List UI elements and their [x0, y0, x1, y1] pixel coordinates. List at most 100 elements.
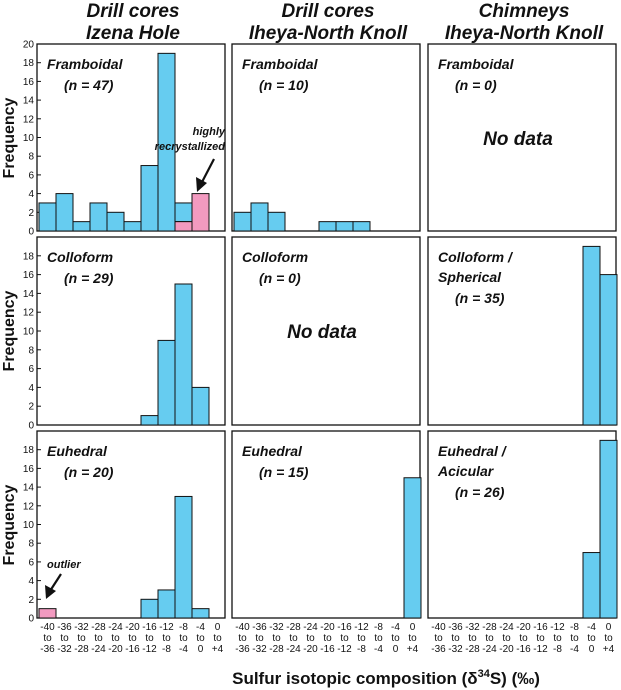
x-tick-label-iheya-core-euhedral-bin-8-line-2: -4: [374, 644, 383, 655]
x-tick-label-chimney-euhedral-bin-8-line-0: -8: [570, 622, 579, 633]
x-tick-label-iheya-core-euhedral-bin-7-line-1: to: [357, 633, 366, 644]
x-tick-label-chimney-euhedral-bin-7-line-0: -12: [550, 622, 565, 633]
x-tick-label-chimney-euhedral-bin-4-line-0: -24: [499, 622, 514, 633]
x-tick-label-izena-euhedral-bin-6-line-1: to: [145, 633, 154, 644]
x-tick-label-iheya-core-euhedral-bin-9-line-0: -4: [391, 622, 400, 633]
x-tick-label-izena-euhedral-bin-4-line-1: to: [111, 633, 120, 644]
x-tick-label-chimney-euhedral-bin-4-line-1: to: [502, 633, 511, 644]
panel-n-chimney-euhedral: (n = 26): [455, 484, 505, 500]
x-tick-label-chimney-euhedral-bin-3-line-0: -28: [482, 622, 497, 633]
x-tick-label-iheya-core-euhedral-bin-5-line-2: -16: [320, 644, 335, 655]
x-tick-label-chimney-euhedral-bin-3-line-1: to: [485, 633, 494, 644]
panel-n-chimney-colloform: (n = 35): [455, 290, 505, 306]
bar-izena-framboidal-bin-6: [140, 165, 159, 232]
x-tick-label-chimney-euhedral-bin-5-line-2: -16: [516, 644, 531, 655]
x-tick-label-izena-euhedral-bin-10-line-2: +4: [212, 644, 224, 655]
x-tick-label-izena-euhedral-bin-1-line-1: to: [60, 633, 69, 644]
x-tick-label-izena-euhedral-bin-10-line-0: 0: [215, 622, 221, 633]
panel-n-iheya-core-framboidal: (n = 10): [259, 77, 309, 93]
bar-izena-framboidal-bin-5: [123, 221, 142, 232]
y-tick-label-izena-framboidal-10: 10: [23, 133, 35, 144]
x-tick-label-iheya-core-euhedral-bin-7-line-0: -12: [354, 622, 369, 633]
bar-izena-framboidal-bin-3: [89, 202, 108, 232]
panel-label-iheya-core-colloform: Colloform: [242, 249, 308, 265]
x-tick-label-iheya-core-euhedral-bin-0-line-1: to: [238, 633, 247, 644]
bar-izena-euhedral-bin-7: [157, 589, 176, 619]
panel-frame-chimney-framboidal: [427, 43, 617, 232]
bar-izena-colloform-bin-8: [174, 283, 193, 426]
panel-n-chimney-framboidal: (n = 0): [455, 77, 497, 93]
bar-chimney-colloform-bin-9: [582, 245, 601, 426]
x-tick-label-chimney-euhedral-bin-10-line-0: 0: [606, 622, 612, 633]
y-tick-label-izena-framboidal-8: 8: [28, 152, 34, 163]
x-tick-label-iheya-core-euhedral-bin-3-line-1: to: [289, 633, 298, 644]
panel-label-izena-euhedral: Euhedral: [47, 443, 108, 459]
y-tick-label-izena-euhedral-8: 8: [28, 539, 34, 550]
bar-iheya-core-euhedral-bin-10: [403, 477, 422, 619]
panel-label-iheya-core-framboidal: Framboidal: [242, 56, 319, 72]
bar-chimney-euhedral-bin-10: [599, 439, 618, 619]
bar-izena-framboidal-bin-4: [106, 211, 125, 232]
x-tick-label-iheya-core-euhedral-bin-9-line-1: to: [391, 633, 400, 644]
x-tick-label-izena-euhedral-bin-1-line-0: -36: [57, 622, 72, 633]
x-tick-label-chimney-euhedral-bin-9-line-1: to: [587, 633, 596, 644]
x-tick-label-iheya-core-euhedral-bin-8-line-1: to: [374, 633, 383, 644]
x-tick-label-chimney-euhedral-bin-5-line-0: -20: [516, 622, 531, 633]
x-axis-title: Sulfur isotopic composition (δ34S) (‰): [232, 668, 540, 688]
x-tick-label-izena-euhedral-bin-3-line-1: to: [94, 633, 103, 644]
col-title-2-line2: Iheya-North Knoll: [249, 23, 408, 44]
y-tick-label-izena-euhedral-0: 0: [28, 614, 34, 625]
panel-label-iheya-core-euhedral: Euhedral: [242, 443, 303, 459]
x-axis-title-suffix: S) (‰): [490, 669, 540, 688]
x-tick-label-izena-euhedral-bin-7-line-0: -12: [159, 622, 174, 633]
panel-n-izena-euhedral: (n = 20): [64, 464, 114, 480]
bar-highlight-izena-euhedral-bin-0: [38, 608, 57, 619]
x-tick-label-iheya-core-euhedral-bin-8-line-0: -8: [374, 622, 383, 633]
panel-n-iheya-core-euhedral: (n = 15): [259, 464, 309, 480]
y-tick-label-izena-framboidal-16: 16: [23, 77, 35, 88]
annotation-arrow-shaft-izena-euhedral: [49, 573, 62, 592]
bar-izena-colloform-bin-6: [140, 415, 159, 426]
x-tick-label-chimney-euhedral-bin-1-line-1: to: [451, 633, 460, 644]
x-tick-label-iheya-core-euhedral-bin-4-line-0: -24: [303, 622, 318, 633]
panel-label-izena-framboidal: Framboidal: [47, 56, 124, 72]
x-tick-label-chimney-euhedral-bin-2-line-2: -28: [465, 644, 480, 655]
annotation-line1-izena-euhedral: outlier: [47, 559, 81, 571]
x-tick-label-chimney-euhedral-bin-0-line-0: -40: [431, 622, 446, 633]
bar-iheya-core-framboidal-bin-0: [233, 211, 252, 232]
x-tick-label-iheya-core-euhedral-bin-9-line-2: 0: [393, 644, 399, 655]
bar-iheya-core-framboidal-bin-6: [335, 221, 354, 232]
x-tick-label-izena-euhedral-bin-9-line-2: 0: [198, 644, 204, 655]
y-tick-label-izena-framboidal-20: 20: [23, 40, 35, 51]
bar-izena-colloform-bin-9: [191, 386, 210, 426]
x-tick-label-izena-euhedral-bin-0-line-2: -36: [40, 644, 55, 655]
x-tick-label-chimney-euhedral-bin-1-line-0: -36: [448, 622, 463, 633]
x-tick-label-iheya-core-euhedral-bin-1-line-1: to: [255, 633, 264, 644]
y-tick-label-izena-colloform-4: 4: [28, 383, 34, 394]
annotation-arrow-head-izena-framboidal: [196, 177, 207, 192]
bar-iheya-core-framboidal-bin-5: [318, 221, 337, 232]
x-tick-label-izena-euhedral-bin-2-line-2: -28: [74, 644, 89, 655]
x-tick-label-iheya-core-euhedral-bin-10-line-2: +4: [407, 644, 419, 655]
x-tick-label-iheya-core-euhedral-bin-6-line-0: -16: [337, 622, 352, 633]
y-tick-label-izena-framboidal-0: 0: [28, 227, 34, 238]
annotation-arrow-shaft-izena-framboidal: [200, 158, 215, 185]
y-tick-label-izena-colloform-14: 14: [23, 289, 35, 300]
x-tick-label-izena-euhedral-bin-5-line-0: -20: [125, 622, 140, 633]
x-tick-label-izena-euhedral-bin-8-line-2: -4: [179, 644, 188, 655]
x-tick-label-chimney-euhedral-bin-2-line-0: -32: [465, 622, 480, 633]
x-tick-label-iheya-core-euhedral-bin-1-line-0: -36: [252, 622, 267, 633]
x-tick-label-chimney-euhedral-bin-9-line-2: 0: [589, 644, 595, 655]
x-tick-label-izena-euhedral-bin-9-line-0: -4: [196, 622, 205, 633]
panel-label2-chimney-colloform: Spherical: [438, 269, 502, 285]
col-title-2-line1: Drill cores: [282, 1, 375, 22]
x-tick-label-chimney-euhedral-bin-6-line-0: -16: [533, 622, 548, 633]
x-tick-label-chimney-euhedral-bin-3-line-2: -24: [482, 644, 497, 655]
panel-frame-izena-euhedral: [36, 430, 226, 619]
x-tick-label-iheya-core-euhedral-bin-4-line-2: -20: [303, 644, 318, 655]
y-tick-label-izena-euhedral-14: 14: [23, 483, 35, 494]
y-axis-label-row2: Frequency: [1, 290, 18, 371]
y-tick-label-izena-framboidal-14: 14: [23, 96, 35, 107]
panel-label-chimney-colloform: Colloform /: [438, 249, 514, 265]
